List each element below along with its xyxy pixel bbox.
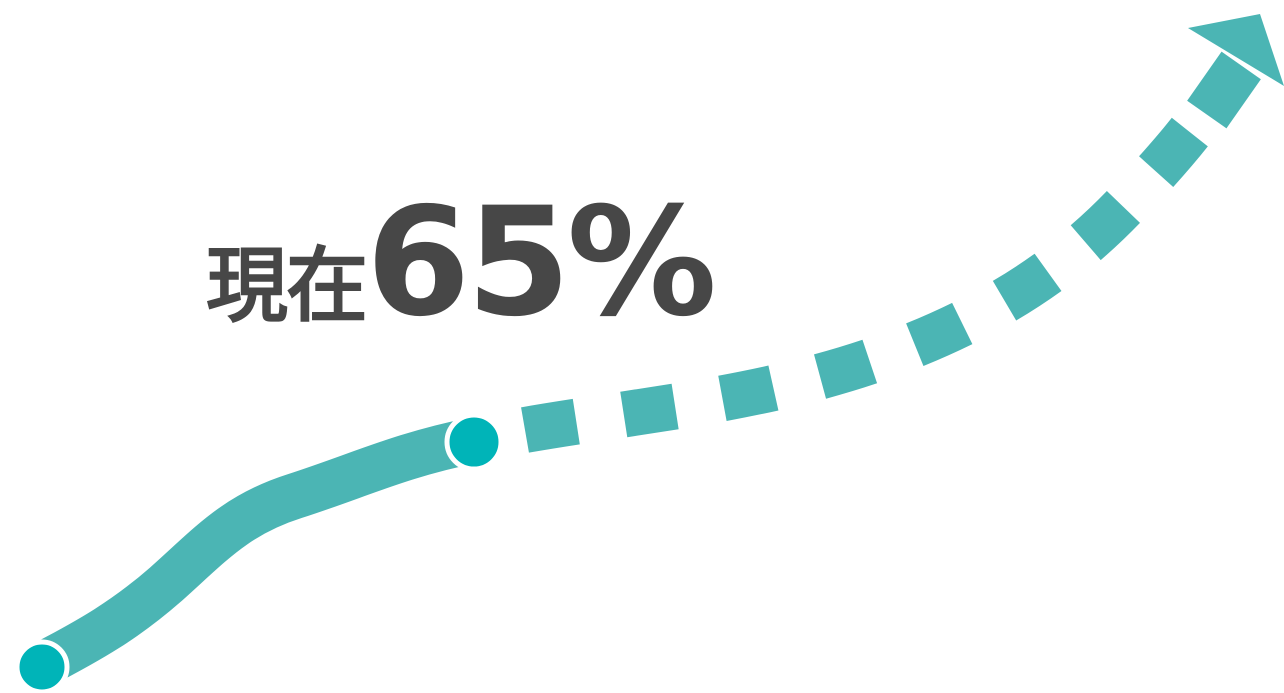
trend-line-achieved	[31, 417, 480, 686]
progress-prefix: 現在	[206, 239, 368, 334]
progress-label: 現在 65%	[206, 176, 717, 358]
start-dot-icon	[14, 639, 70, 693]
trend-line-remaining	[521, 98, 1224, 453]
progress-value: 65%	[366, 176, 717, 350]
arrow-shaft	[1187, 51, 1261, 129]
current-dot-icon	[444, 412, 504, 472]
arrow-up-right-icon	[1188, 14, 1284, 86]
